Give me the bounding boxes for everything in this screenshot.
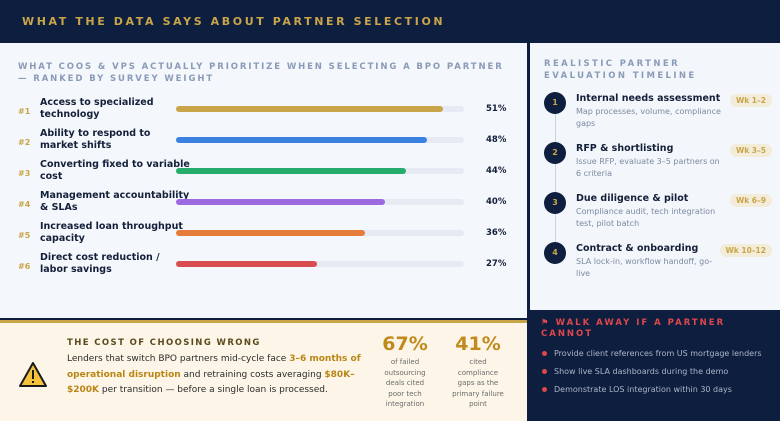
rank-label: #1 <box>18 107 31 116</box>
bar-track <box>176 199 464 205</box>
week-badge: Wk 3–5 <box>729 144 772 157</box>
flag-icon: ⚑ <box>541 318 556 328</box>
walk-away-panel: ⚑ WALK AWAY IF A PARTNER CANNOT Provide … <box>527 310 780 421</box>
percent-label: 44% <box>486 166 507 176</box>
stat-value: 67% <box>382 333 428 355</box>
bar-track <box>176 261 464 267</box>
week-badge: Wk 6–9 <box>729 194 772 207</box>
stat-failed-deals: 67% of failed outsourcing deals cited poo… <box>377 333 433 410</box>
step-description: Map processes, volume, compliance gaps <box>576 107 721 128</box>
priority-row: #1 Access to specialized technology 51% <box>18 97 518 129</box>
cost-text-part: Lenders that switch BPO partners mid-cyc… <box>67 354 290 364</box>
walk-away-item: Provide client references from US mortga… <box>541 348 776 359</box>
cost-callout: THE COST OF CHOOSING WRONG Lenders that … <box>0 320 527 421</box>
percent-label: 36% <box>486 228 507 238</box>
walk-away-item: Demonstrate LOS integration within 30 da… <box>541 384 776 395</box>
priority-label: Management accountability & SLAs <box>40 190 190 213</box>
bar-fill <box>176 230 365 236</box>
stat-value: 41% <box>455 333 501 355</box>
step-description: SLA lock-in, workflow handoff, go-live <box>576 257 713 278</box>
rank-label: #6 <box>18 262 31 271</box>
cost-highlight: 3–6 months of operational disruption <box>67 354 361 380</box>
page-title: WHAT THE DATA SAYS ABOUT PARTNER SELECTI… <box>22 15 446 28</box>
bar-track <box>176 137 464 143</box>
bar-fill <box>176 261 318 267</box>
percent-label: 51% <box>486 104 507 114</box>
bar-fill <box>176 106 444 112</box>
timeline-step: 3 Due diligence & pilot Compliance audit, … <box>540 192 772 240</box>
bar-track <box>176 106 464 112</box>
walk-away-title: ⚑ WALK AWAY IF A PARTNER CANNOT <box>541 318 761 340</box>
stat-compliance-gaps: 41% cited compliance gaps as the primary … <box>450 333 506 410</box>
rank-label: #3 <box>18 169 31 178</box>
priority-row: #5 Increased loan throughput capacity 36% <box>18 221 518 253</box>
percent-label: 27% <box>486 259 507 269</box>
rank-label: #4 <box>18 200 31 209</box>
rank-label: #5 <box>18 231 31 240</box>
step-description: Issue RFP, evaluate 3–5 partners on 6 cr… <box>576 157 720 178</box>
walk-away-title-text: WALK AWAY IF A PARTNER CANNOT <box>541 318 726 339</box>
priority-label: Access to specialized technology <box>40 97 154 120</box>
priority-row: #3 Converting fixed to variable cost 44% <box>18 159 518 191</box>
stat-label: cited compliance gaps as the primary fai… <box>452 358 504 408</box>
step-number: 1 <box>544 92 566 114</box>
timeline-step: 1 Internal needs assessment Map processes,… <box>540 92 772 140</box>
cost-highlight: $80K–$200K <box>67 369 355 396</box>
step-description: Compliance audit, tech integration test,… <box>576 207 716 228</box>
percent-label: 48% <box>486 135 507 145</box>
stat-label: of failed outsourcing deals cited poor t… <box>384 358 426 408</box>
header: WHAT THE DATA SAYS ABOUT PARTNER SELECTI… <box>0 0 780 43</box>
priority-label: Ability to respond to market shifts <box>40 128 151 151</box>
step-number: 3 <box>544 192 566 214</box>
walk-away-item: Show live SLA dashboards during the demo <box>541 366 776 377</box>
timeline-connector <box>555 105 556 255</box>
step-number: 4 <box>544 242 566 264</box>
priority-row: #6 Direct cost reduction / labor savings 2… <box>18 252 518 284</box>
cost-text-part: per transition — before a single loan is… <box>99 385 328 395</box>
bar-fill <box>176 168 407 174</box>
priority-label: Increased loan throughput capacity <box>40 221 183 244</box>
priority-label: Converting fixed to variable cost <box>40 159 190 182</box>
rank-label: #2 <box>18 138 31 147</box>
step-title: Contract & onboarding <box>576 243 699 254</box>
cost-text-part: and retraining costs averaging <box>180 369 325 380</box>
bar-track <box>176 230 464 236</box>
step-title: Due diligence & pilot <box>576 193 689 204</box>
bar-fill <box>176 199 386 205</box>
warning-icon <box>19 362 47 387</box>
priority-row: #2 Ability to respond to market shifts 48% <box>18 128 518 160</box>
timeline-title: REALISTIC PARTNER EVALUATION TIMELINE <box>544 59 697 81</box>
step-title: Internal needs assessment <box>576 93 721 104</box>
cost-title: THE COST OF CHOOSING WRONG <box>67 338 261 348</box>
priorities-panel: WHAT COOS & VPS ACTUALLY PRIORITIZE WHEN… <box>0 43 527 318</box>
priority-row: #4 Management accountability & SLAs 40% <box>18 190 518 222</box>
timeline-step: 2 RFP & shortlisting Issue RFP, evaluate 3… <box>540 142 772 190</box>
week-badge: Wk 10–12 <box>719 244 772 257</box>
bar-track <box>176 168 464 174</box>
percent-label: 40% <box>486 197 507 207</box>
timeline-step: 4 Contract & onboarding SLA lock-in, workf… <box>540 242 772 290</box>
step-number: 2 <box>544 142 566 164</box>
cost-text: Lenders that switch BPO partners mid-cyc… <box>67 352 367 399</box>
chart-title: WHAT COOS & VPS ACTUALLY PRIORITIZE WHEN… <box>18 62 504 84</box>
week-badge: Wk 1–2 <box>729 94 772 107</box>
bar-fill <box>176 137 428 143</box>
step-title: RFP & shortlisting <box>576 143 674 154</box>
priority-label: Direct cost reduction / labor savings <box>40 252 160 275</box>
